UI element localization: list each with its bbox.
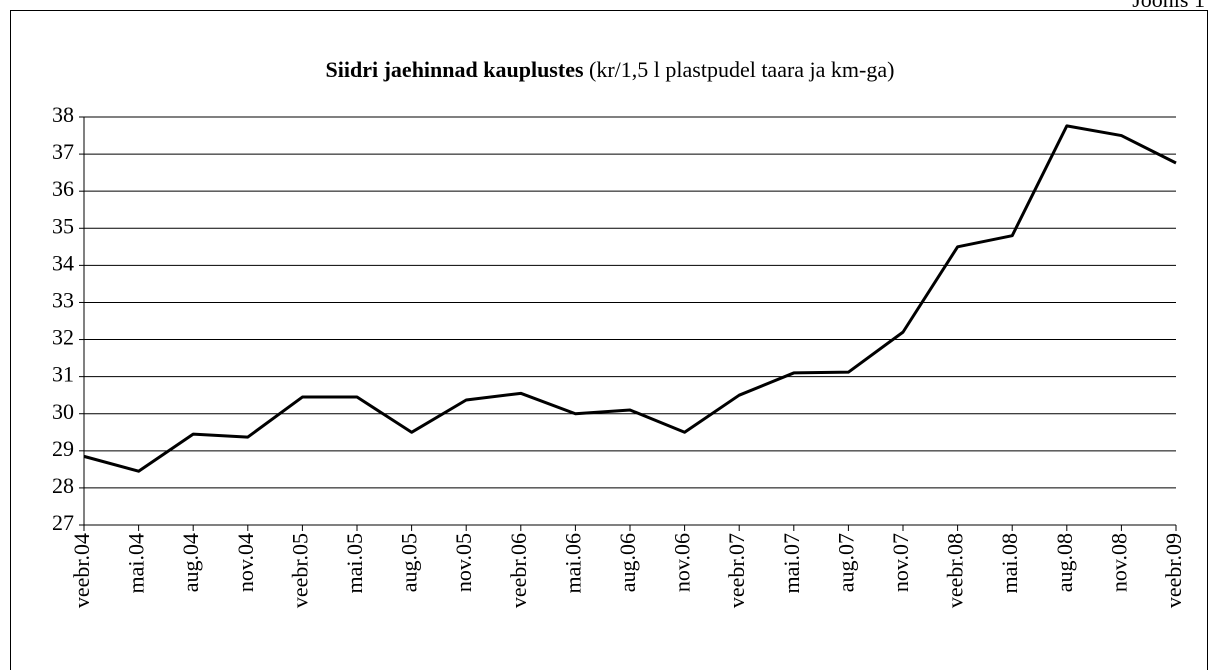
figure-label: Joonis 1: [1132, 0, 1205, 12]
x-tick-label: veebr.05: [287, 533, 312, 608]
x-tick-label: nov.08: [1106, 533, 1131, 592]
y-tick-label: 30: [52, 399, 74, 424]
subtitle: (kr/1,5 l plastpudel taara ja km-ga): [589, 57, 894, 82]
y-tick-label: 38: [52, 102, 74, 127]
y-tick-label: 33: [52, 288, 74, 313]
x-tick-label: veebr.06: [506, 533, 531, 608]
x-tick-label: aug.04: [178, 533, 203, 592]
x-tick-label: aug.08: [1052, 533, 1077, 592]
x-tick-label: mai.07: [779, 533, 804, 594]
x-tick-label: aug.07: [833, 533, 858, 592]
y-tick-label: 34: [52, 250, 74, 275]
x-tick-label: nov.07: [888, 533, 913, 592]
x-tick-label: mai.04: [124, 533, 149, 594]
chart-title: Siidri jaehinnad kauplustes (kr/1,5 l pl…: [326, 57, 895, 82]
chart-frame: [10, 10, 1208, 670]
x-tick-label: mai.08: [997, 533, 1022, 594]
x-tick-label: veebr.09: [1161, 533, 1186, 608]
y-tick-label: 35: [52, 213, 74, 238]
title: Siidri jaehinnad kauplustes: [326, 57, 584, 82]
x-tick-label: veebr.07: [724, 533, 749, 608]
y-tick-label: 27: [52, 510, 74, 535]
x-tick-label: nov.04: [233, 533, 258, 592]
x-tick-label: nov.05: [451, 533, 476, 592]
y-tick-label: 28: [52, 473, 74, 498]
x-tick-label: nov.06: [670, 533, 695, 592]
y-tick-label: 36: [52, 176, 74, 201]
x-tick-label: aug.06: [615, 533, 640, 592]
series-line: [83, 124, 1177, 473]
x-tick-label: mai.05: [342, 533, 367, 594]
y-tick-label: 32: [52, 325, 74, 350]
x-tick-label: mai.06: [560, 533, 585, 594]
x-tick-label: veebr.04: [69, 533, 94, 608]
x-tick-label: aug.05: [397, 533, 422, 592]
y-tick-label: 29: [52, 436, 74, 461]
x-tick-label: veebr.08: [943, 533, 968, 608]
y-tick-label: 31: [52, 362, 74, 387]
y-tick-label: 37: [52, 139, 74, 164]
